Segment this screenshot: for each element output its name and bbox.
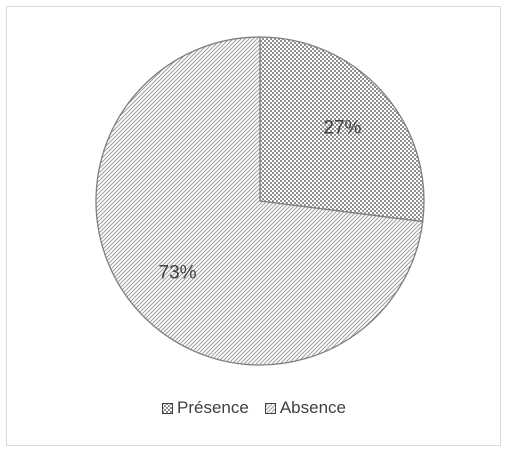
chart-legend: Présence Absence	[0, 398, 508, 418]
pie-slice-presence	[259, 36, 425, 223]
pie-slices	[95, 36, 425, 366]
legend-label-absence: Absence	[279, 398, 346, 417]
data-label-presence: 27%	[323, 117, 361, 138]
legend-label-presence: Présence	[177, 398, 249, 417]
legend-item-presence: Présence	[162, 398, 249, 418]
legend-swatch-absence	[264, 402, 276, 414]
data-label-absence: 73%	[159, 263, 197, 284]
legend-swatch-presence	[162, 402, 173, 414]
legend-item-absence: Absence	[264, 398, 346, 418]
pie-slice-absence	[95, 36, 424, 366]
pie-data-labels: 27% 73%	[159, 117, 362, 283]
